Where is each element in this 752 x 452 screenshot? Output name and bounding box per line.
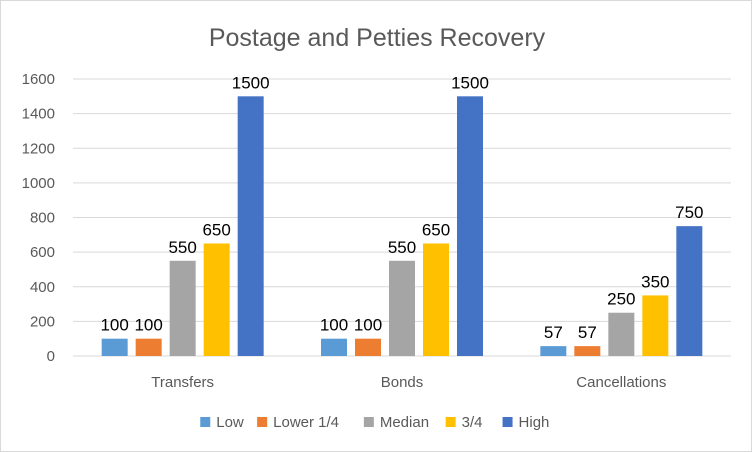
bar <box>321 338 347 356</box>
data-label: 100 <box>320 316 348 335</box>
data-label: 1500 <box>232 73 270 92</box>
bar <box>389 260 415 356</box>
bar <box>169 260 196 356</box>
y-tick-label: 200 <box>30 313 55 330</box>
bar <box>574 346 601 356</box>
y-tick-label: 600 <box>30 244 55 261</box>
x-category-label: Transfers <box>151 374 214 391</box>
data-label: 550 <box>168 238 196 257</box>
x-category-label: Bonds <box>381 374 424 391</box>
legend-label: 3/4 <box>462 414 483 431</box>
data-label: 250 <box>607 290 635 309</box>
bars <box>101 96 703 356</box>
legend-label: Lower 1/4 <box>273 414 339 431</box>
y-tick-label: 1400 <box>22 106 55 123</box>
legend-label: High <box>519 414 550 431</box>
x-axis: Transfers Bonds Cancellations <box>151 374 666 391</box>
legend-swatch <box>502 417 513 427</box>
data-labels: 100 100 550 650 1500 100 100 550 650 1500 57 57 250 3… <box>100 73 703 342</box>
bar <box>237 96 264 356</box>
data-label: 100 <box>100 316 128 335</box>
legend-swatch <box>445 417 456 427</box>
bar <box>457 96 483 356</box>
legend-swatch <box>257 417 268 427</box>
legend-swatch <box>200 417 211 427</box>
bar <box>423 243 449 356</box>
data-label: 350 <box>641 272 669 291</box>
bar <box>135 338 162 356</box>
y-tick-label: 1000 <box>22 175 55 192</box>
y-tick-label: 1200 <box>22 140 55 157</box>
data-label: 650 <box>422 220 450 239</box>
legend-swatch <box>363 417 374 427</box>
bar <box>608 312 635 356</box>
data-label: 550 <box>388 238 416 257</box>
legend-label: Low <box>216 414 244 431</box>
bar <box>676 226 703 356</box>
legend-label: Median <box>380 414 429 431</box>
data-label: 1500 <box>451 73 489 92</box>
data-label: 650 <box>202 220 230 239</box>
bar <box>355 338 381 356</box>
legend: Low Lower 1/4 Median 3/4 High <box>200 414 549 431</box>
data-label: 100 <box>134 316 162 335</box>
bar <box>101 338 128 356</box>
data-label: 750 <box>675 203 703 222</box>
y-tick-label: 400 <box>30 279 55 296</box>
x-category-label: Cancellations <box>576 374 666 391</box>
y-axis: 0 200 400 600 800 1000 1200 1400 1600 <box>22 71 55 365</box>
chart-title: Postage and Petties Recovery <box>209 24 546 52</box>
bar <box>203 243 230 356</box>
bar <box>642 295 669 356</box>
data-label: 100 <box>354 316 382 335</box>
y-tick-label: 0 <box>47 348 55 365</box>
y-tick-label: 1600 <box>22 71 55 88</box>
y-tick-label: 800 <box>30 210 55 227</box>
data-label: 57 <box>578 323 597 342</box>
bar <box>540 346 567 356</box>
data-label: 57 <box>544 323 563 342</box>
